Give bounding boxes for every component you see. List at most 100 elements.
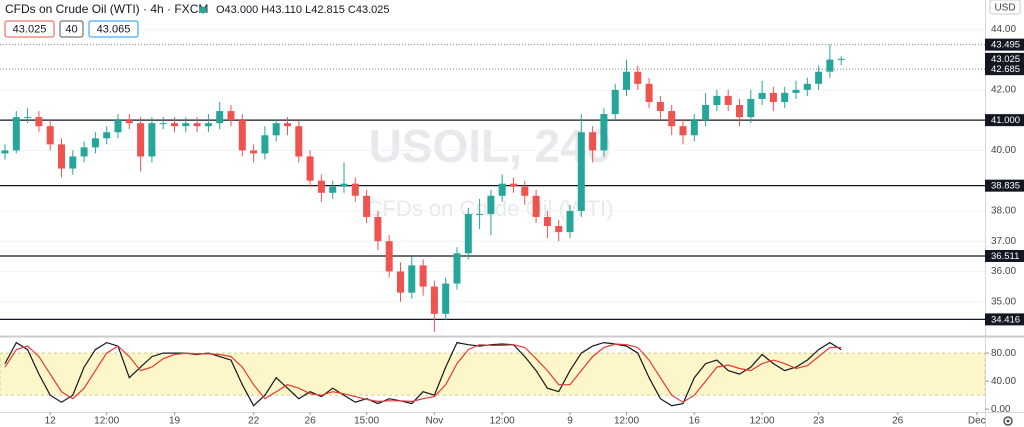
x-tick-label: Nov (426, 416, 444, 427)
x-tick-label: 22 (248, 416, 260, 427)
candle-body (555, 226, 563, 233)
candle-body (747, 98, 755, 118)
y-tick-label: 36.00 (991, 266, 1016, 277)
currency: USD (994, 3, 1015, 14)
candle-body (815, 71, 823, 84)
candle-body (419, 265, 427, 287)
candle-body (24, 117, 32, 119)
level-label: 34.416 (991, 314, 1020, 325)
currency-box[interactable] (989, 0, 1021, 15)
candle-body (1, 150, 9, 154)
candle-body (397, 271, 404, 293)
candle-body (498, 183, 506, 196)
candle-body (182, 123, 190, 127)
y-tick-label: 44.00 (991, 24, 1016, 35)
x-tick-label: 26 (305, 416, 317, 427)
level-label-box (985, 38, 1024, 51)
level-label-box (985, 313, 1024, 326)
badge-box (59, 20, 84, 38)
candle-body (216, 111, 224, 124)
candle-body (171, 123, 178, 127)
stoch-tick-label: 80.00 (991, 348, 1016, 359)
candle-body (114, 120, 122, 133)
candle-body (46, 126, 54, 145)
candle-body (611, 89, 619, 115)
settings-icon[interactable] (1003, 416, 1013, 426)
candle-body (713, 95, 721, 106)
badge-box (88, 20, 139, 38)
level-label: 42.685 (991, 64, 1020, 75)
badge-box (4, 20, 55, 38)
candle-body (736, 105, 743, 118)
candle-body (374, 216, 382, 242)
x-tick-label: 12:00 (490, 416, 515, 427)
candle-body (679, 126, 687, 136)
candle-body (487, 195, 495, 214)
candle-body (645, 83, 653, 102)
level-label-box (985, 179, 1024, 192)
x-tick-label: 19 (169, 416, 181, 427)
candle-body (238, 120, 246, 151)
x-tick-label: Dec (968, 416, 986, 427)
candle-body (148, 123, 156, 157)
level-label: 43.025 (991, 54, 1020, 65)
candle-body (623, 71, 630, 90)
x-tick-label: 12:00 (750, 416, 775, 427)
candle-body (159, 123, 167, 125)
level-label: 38.835 (991, 181, 1020, 192)
x-tick-label: 12:00 (94, 416, 119, 427)
candle-body (340, 183, 348, 187)
candle-body (306, 156, 314, 181)
ohlc-values: O43.000 H43.110 L42.815 C43.025 (216, 4, 390, 16)
y-tick-label: 37.00 (991, 236, 1016, 247)
candle-body (317, 180, 325, 193)
level-label-box (985, 114, 1024, 127)
watermark: USOIL, 240 (369, 120, 612, 172)
candle-body (35, 117, 43, 127)
level-label-box (985, 249, 1024, 262)
candle-body (295, 126, 303, 157)
candle-body (250, 150, 258, 154)
badge: 43.065 (97, 23, 131, 35)
candle-body (227, 111, 235, 121)
candle-body (69, 156, 77, 169)
candle-body (272, 123, 280, 136)
candle-body (80, 147, 88, 157)
x-tick-label: 9 (567, 416, 573, 427)
candle-body (577, 132, 585, 211)
candle-body (837, 58, 845, 60)
candle-body (803, 83, 811, 90)
candle-body (408, 265, 416, 293)
candle-body (91, 138, 99, 148)
candle-body (758, 92, 766, 99)
stoch-line (4, 341, 842, 407)
candle-body (634, 71, 642, 84)
candle-body (826, 59, 834, 72)
candle-body (137, 123, 145, 157)
x-tick-label: 26 (892, 416, 904, 427)
candle-body (261, 135, 269, 154)
candle-body (442, 283, 450, 314)
candle-body (690, 120, 698, 136)
plot (0, 28, 986, 407)
candle-body (781, 92, 789, 102)
x-tick-label: 12 (45, 416, 57, 427)
candle-body (600, 114, 608, 151)
y-tick-label: 40.00 (991, 145, 1016, 156)
candle-body (668, 111, 676, 127)
candle-body (543, 216, 551, 227)
stoch-tick-label: 40.00 (991, 376, 1016, 387)
badge: 40 (65, 23, 77, 35)
candle-body (125, 120, 133, 124)
candle-body (453, 253, 461, 284)
candle-body (656, 101, 664, 112)
candle-body (329, 186, 337, 193)
candle-body (58, 144, 65, 169)
level-label: 41.000 (991, 115, 1020, 126)
candle-body (510, 183, 517, 187)
stoch-band (0, 352, 986, 396)
candle-body (464, 213, 472, 254)
candle-body (532, 195, 540, 217)
candle-body (351, 183, 359, 196)
